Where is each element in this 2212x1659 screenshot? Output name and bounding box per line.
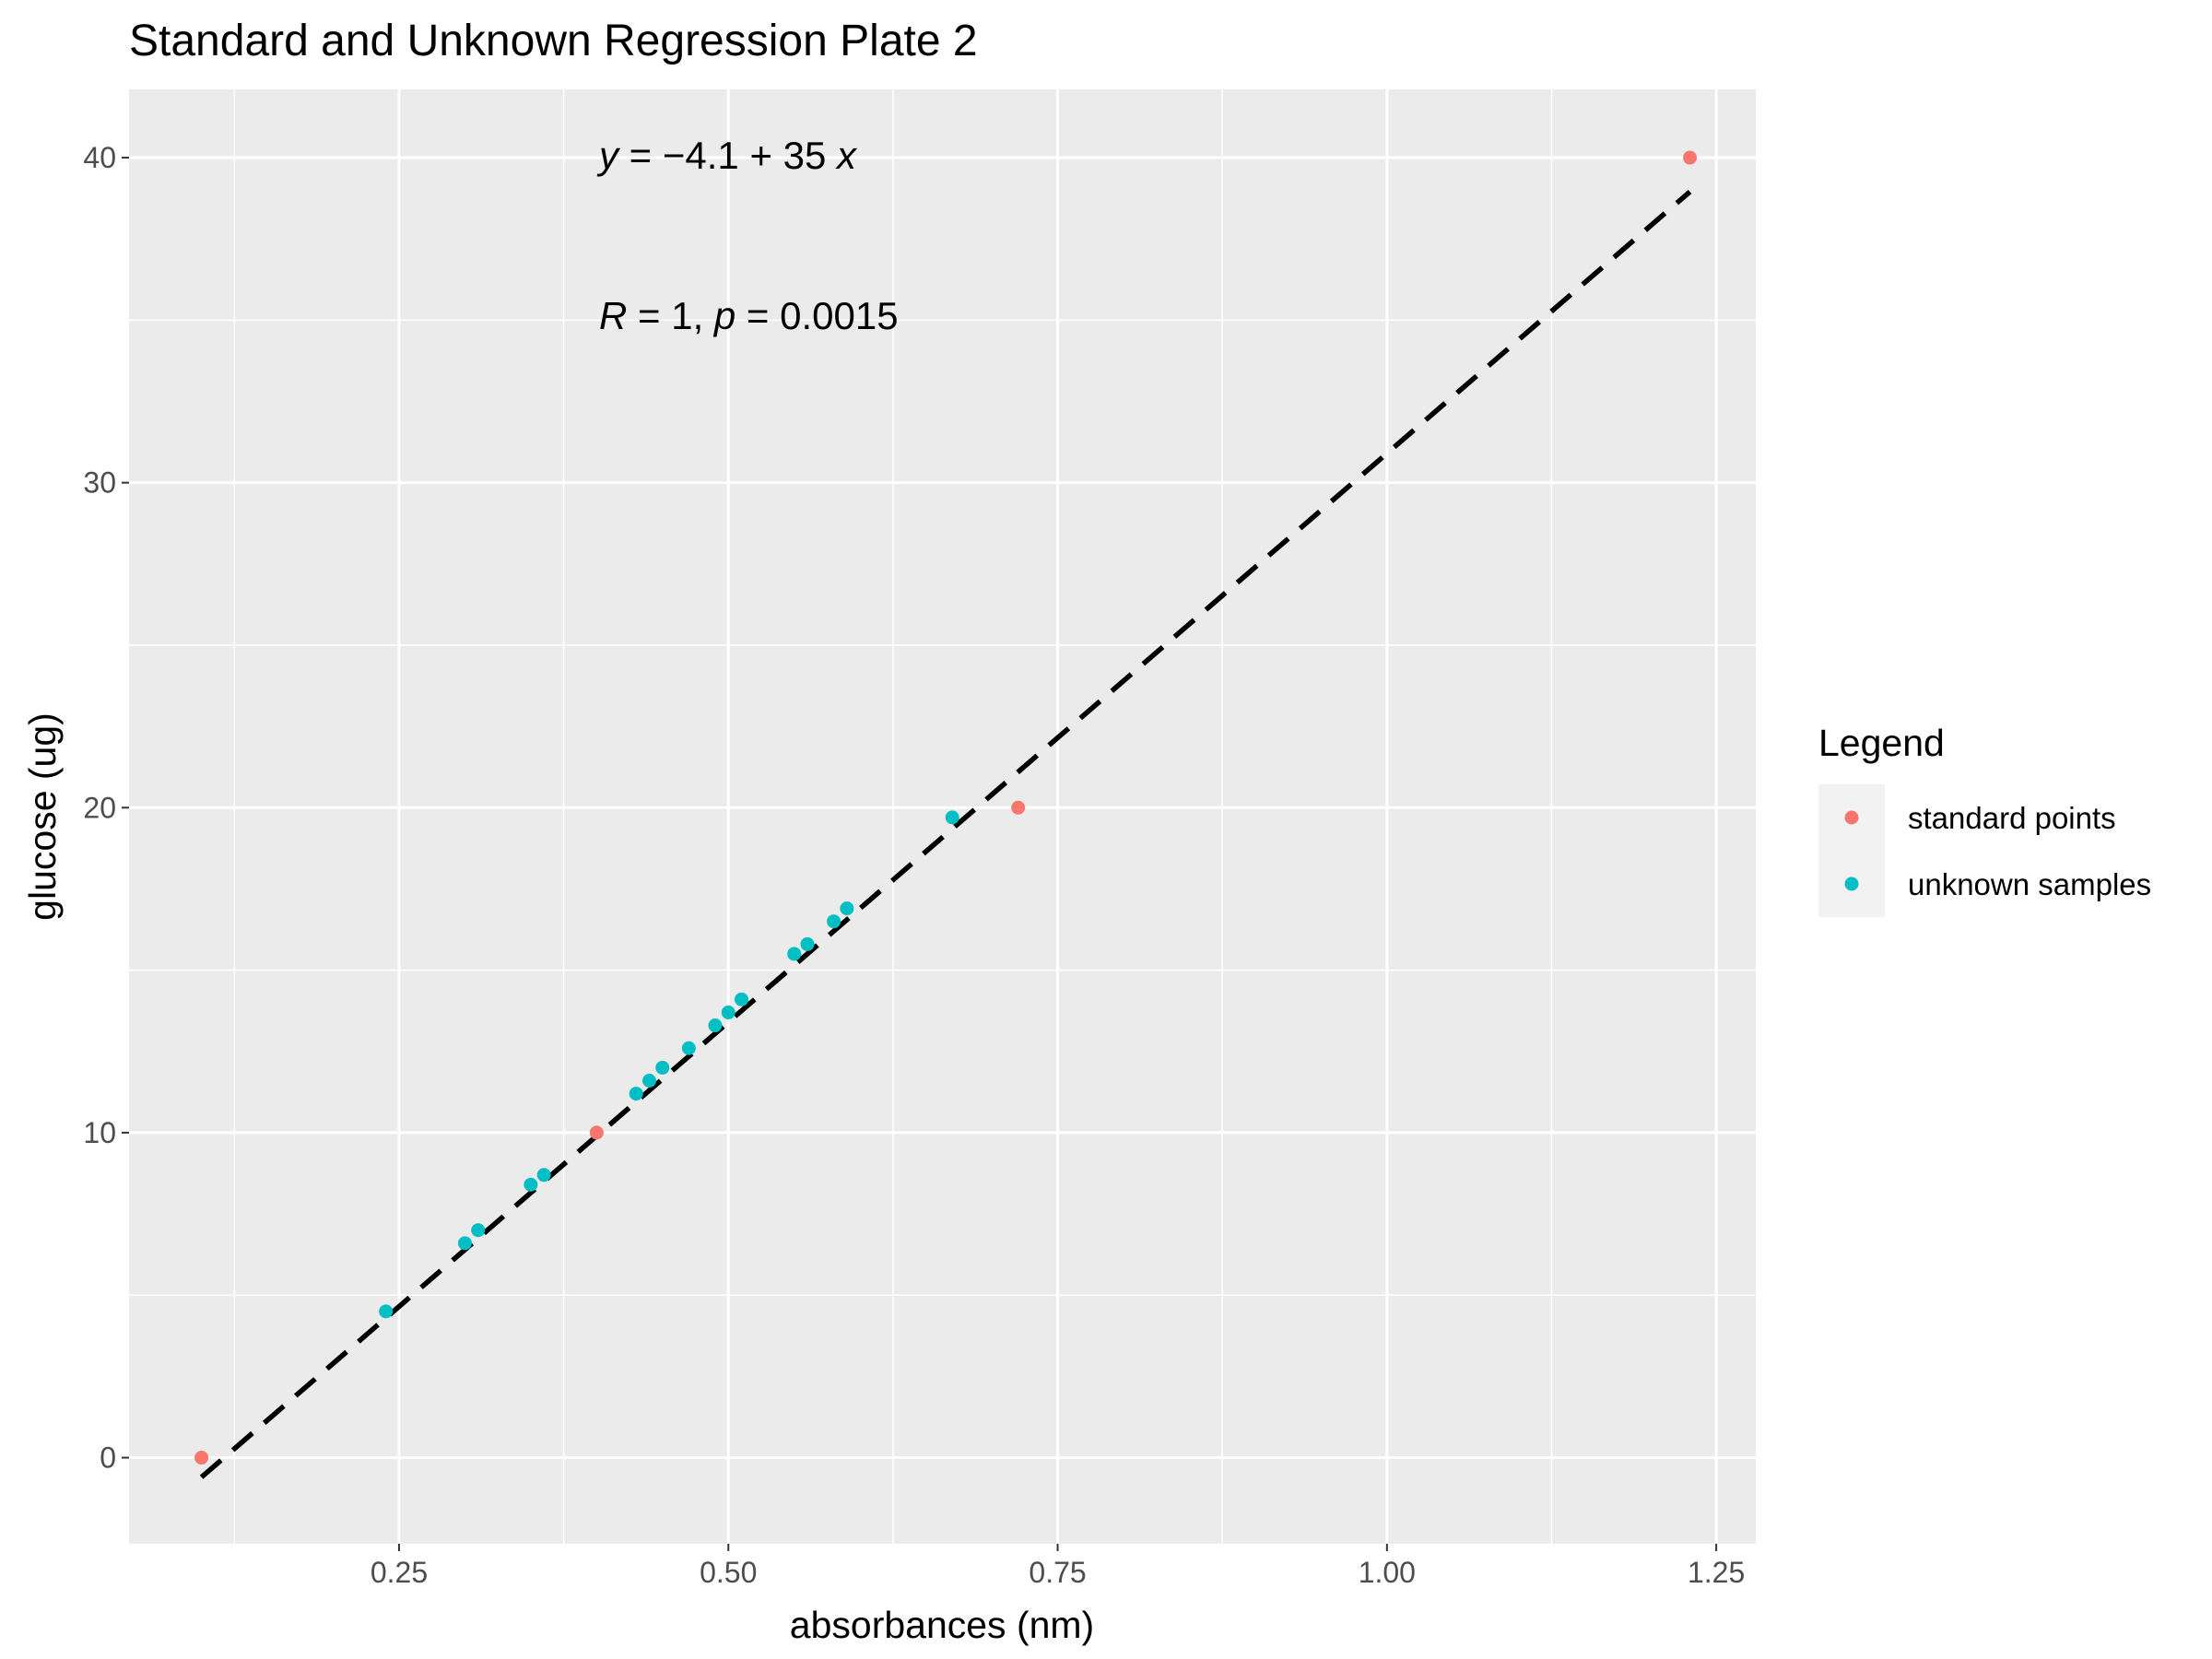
standard-point [589,1125,604,1140]
annotation-part: = 1, [627,294,714,337]
x-tick-label: 1.00 [1359,1556,1416,1589]
x-axis-label: absorbances (nm) [790,1604,1094,1646]
y-tick-label: 0 [100,1441,116,1475]
legend-title: Legend [1818,722,1945,764]
annotations: y = −4.1 + 35 x R = 1, p = 0.0015 [596,134,899,337]
y-tick-label: 10 [83,1116,116,1149]
annotation-1: y = −4.1 + 35 x [596,134,858,177]
y-tick-label: 30 [83,466,116,500]
standard-point [1011,800,1026,815]
unknown-sample-point [827,914,841,929]
legend: Legend standard points unknown samples [1818,722,2151,917]
chart-title: Standard and Unknown Regression Plate 2 [129,17,978,65]
annotation-part: p [712,294,735,337]
grid-major [129,89,1756,1544]
unknown-sample-point [642,1074,657,1088]
x-tick-label: 0.75 [1029,1556,1086,1589]
annotation-2: R = 1, p = 0.0015 [599,294,899,337]
unknown-sample-point [721,1005,735,1019]
y-tick-label: 40 [83,141,116,174]
regression-line-group [199,189,1692,1479]
data-points [194,150,1698,1465]
unknown-sample-point [536,1168,551,1182]
legend-label: unknown samples [1908,867,2151,901]
plot-panel [129,89,1756,1544]
x-tick-label: 1.25 [1688,1556,1745,1589]
unknown-sample-point [840,901,854,916]
unknown-sample-point [787,947,802,961]
legend-key-marker [1844,810,1859,825]
unknown-sample-point [800,936,815,951]
annotation-part: x [835,134,858,177]
annotation-part: = −4.1 + 35 [618,134,837,177]
standard-point [1683,150,1698,165]
unknown-sample-point [379,1304,394,1319]
x-tick-label: 0.25 [371,1556,428,1589]
legend-key-marker [1844,877,1859,891]
x-tick-label: 0.50 [700,1556,757,1589]
unknown-sample-point [681,1041,696,1055]
x-axis: 0.25 0.50 0.75 1.00 1.25 [371,1544,1745,1589]
legend-label: standard points [1908,801,2116,835]
annotation-part: y [596,134,621,177]
regression-line [199,189,1692,1479]
unknown-sample-point [471,1223,486,1238]
y-axis-label: glucose (ug) [21,712,64,921]
standard-point [194,1451,209,1465]
unknown-sample-point [945,810,959,825]
unknown-sample-point [457,1236,472,1251]
unknown-sample-point [629,1087,643,1101]
unknown-sample-point [524,1177,538,1192]
annotation-part: R [599,294,627,337]
annotation-part: = 0.0015 [735,294,898,337]
unknown-sample-point [735,992,749,1006]
unknown-sample-point [708,1018,723,1033]
unknown-sample-point [655,1060,670,1075]
y-tick-label: 20 [83,791,116,824]
y-axis: 0 10 20 30 40 [83,141,129,1475]
